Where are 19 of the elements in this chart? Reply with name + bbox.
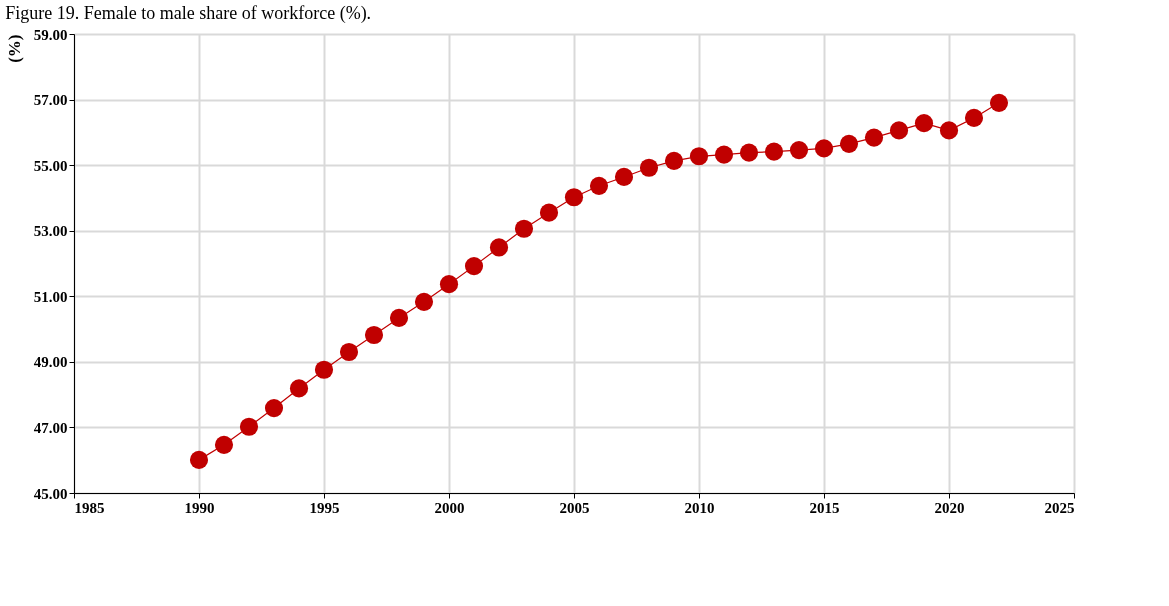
- y-tick-label: 55.00: [33, 157, 68, 174]
- y-tick-label: 59.00: [33, 26, 68, 43]
- x-tick-label: 1995: [309, 499, 340, 516]
- x-tick-label: 2010: [684, 499, 715, 516]
- x-tick-label: 1990: [184, 499, 215, 516]
- x-tick-label: 2015: [809, 499, 840, 516]
- y-axis-title: (%): [4, 34, 24, 63]
- y-tick-label: 57.00: [33, 92, 68, 109]
- y-tick-label: 53.00: [33, 223, 68, 240]
- y-tick-label: 45.00: [33, 485, 68, 502]
- x-tick-label: 2005: [559, 499, 590, 516]
- x-tick-label: 2000: [434, 499, 465, 516]
- chart-title: Figure 19. Female to male share of workforce (%).: [5, 3, 372, 24]
- x-tick-label: 2020: [934, 499, 965, 516]
- x-tick-label: 2025: [1044, 499, 1075, 516]
- y-tick-label: 49.00: [33, 354, 68, 371]
- y-tick-label: 47.00: [33, 419, 68, 436]
- y-tick-label: 51.00: [33, 288, 68, 305]
- x-tick-label: 1985: [74, 499, 105, 516]
